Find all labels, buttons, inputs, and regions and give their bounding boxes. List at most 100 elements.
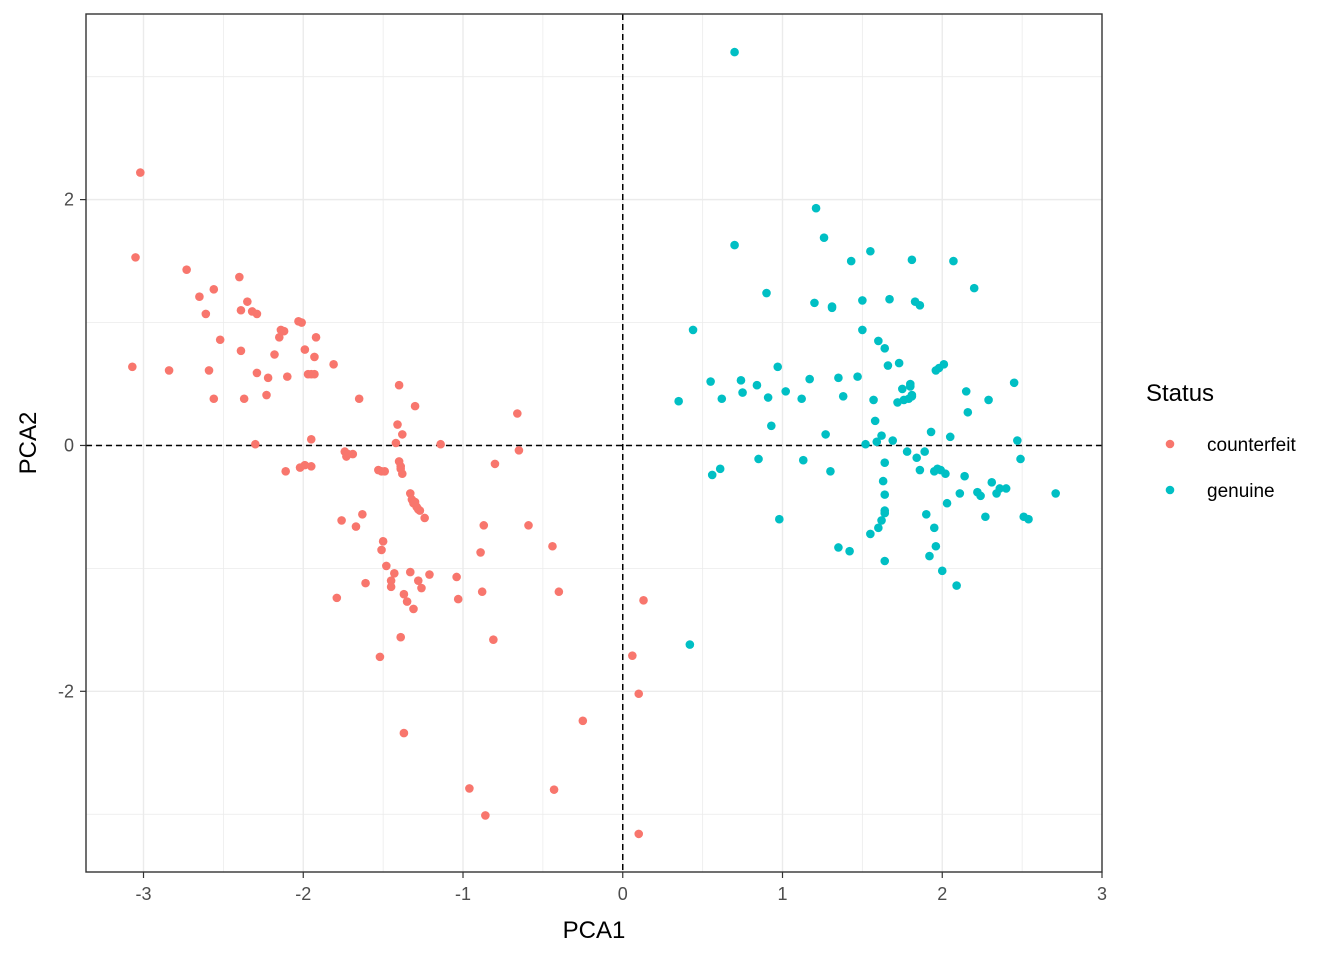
genuine-point [1024, 514, 1033, 524]
counterfeit-point [282, 372, 292, 381]
counterfeit-point [453, 594, 463, 604]
genuine-point [874, 523, 883, 533]
genuine-point [858, 325, 867, 335]
genuine-point [921, 509, 931, 519]
genuine-point [869, 395, 878, 405]
counterfeit-point [481, 811, 490, 820]
counterfeit-point [634, 829, 644, 839]
counterfeit-point [311, 332, 321, 342]
counterfeit-point [410, 401, 420, 411]
genuine-point [1001, 484, 1011, 493]
genuine-point [880, 556, 890, 566]
x-tick-label: -2 [295, 884, 311, 904]
counterfeit-point [236, 346, 246, 356]
legend-label-counterfeit: counterfeit [1207, 435, 1296, 456]
genuine-point [773, 362, 783, 372]
counterfeit-point [405, 567, 415, 577]
genuine-point [798, 455, 808, 465]
legend: Status counterfeit genuine [1146, 380, 1296, 502]
genuine-point [762, 288, 771, 298]
x-tick-label: 1 [777, 884, 787, 904]
counterfeit-point [375, 652, 385, 662]
x-tick-label: 3 [1097, 884, 1107, 904]
counterfeit-point [236, 305, 246, 315]
counterfeit-point [209, 285, 219, 294]
genuine-point [925, 551, 934, 561]
counterfeit-point [628, 651, 637, 660]
genuine-point [885, 294, 894, 304]
genuine-point [880, 506, 890, 515]
genuine-point [960, 471, 969, 481]
genuine-point [752, 380, 762, 390]
counterfeit-point [182, 265, 191, 274]
counterfeit-point [549, 785, 559, 794]
genuine-point [937, 566, 947, 576]
legend-title: Status [1146, 380, 1214, 407]
counterfeit-point [394, 380, 404, 390]
counterfeit-point [263, 373, 273, 383]
genuine-point [912, 453, 921, 463]
counterfeit-point [279, 326, 289, 336]
panel-border [85, 13, 1103, 873]
genuine-point [870, 416, 880, 426]
data-points [128, 47, 1060, 839]
genuine-point [846, 256, 856, 266]
counterfeit-point [398, 430, 407, 439]
x-tick-label: 2 [937, 884, 947, 904]
genuine-point [878, 476, 888, 486]
counterfeit-point [361, 578, 370, 588]
counterfeit-point [415, 506, 425, 515]
genuine-point [853, 372, 862, 381]
counterfeit-point [358, 509, 367, 519]
genuine-point [810, 298, 819, 308]
genuine-point [811, 203, 821, 213]
counterfeit-point [128, 362, 137, 372]
genuine-point [775, 514, 784, 524]
counterfeit-point [251, 439, 260, 449]
genuine-point [942, 498, 952, 508]
genuine-point [858, 296, 867, 305]
counterfeit-point [201, 309, 211, 319]
counterfeit-point [300, 345, 310, 354]
x-tick-label: -1 [455, 884, 471, 904]
counterfeit-point [332, 593, 342, 603]
genuine-point [880, 490, 890, 499]
genuine-point [730, 240, 739, 250]
counterfeit-point [252, 309, 262, 319]
counterfeit-point [195, 292, 204, 302]
counterfeit-point [409, 604, 418, 614]
genuine-point [981, 512, 990, 522]
genuine-point [902, 447, 912, 456]
x-axis-ticks: -3 -2 -1 0 1 2 3 [136, 872, 1107, 904]
counterfeit-point [235, 272, 244, 282]
counterfeit-point [243, 297, 252, 306]
genuine-point [883, 361, 893, 370]
counterfeit-point [136, 168, 145, 177]
counterfeit-point [306, 462, 316, 471]
counterfeit-point [377, 545, 386, 555]
counterfeit-point [306, 435, 316, 444]
counterfeit-point [477, 587, 487, 597]
x-tick-label: -3 [136, 884, 152, 904]
counterfeit-point [398, 469, 407, 479]
counterfeit-point [348, 449, 358, 459]
genuine-point [880, 458, 890, 467]
counterfeit-point [209, 394, 219, 404]
counterfeit-point [465, 784, 474, 793]
genuine-point [949, 256, 958, 266]
genuine-point [926, 427, 936, 437]
genuine-point [819, 233, 829, 243]
genuine-point [706, 377, 715, 386]
counterfeit-point [402, 597, 412, 606]
genuine-point [987, 478, 997, 487]
genuine-point [1051, 489, 1060, 498]
genuine-point [880, 344, 890, 353]
genuine-point [826, 466, 835, 476]
counterfeit-point [329, 360, 338, 369]
counterfeit-point [413, 576, 423, 585]
genuine-point [984, 395, 993, 405]
counterfeit-point [452, 572, 461, 582]
genuine-point [767, 421, 776, 431]
legend-label-genuine: genuine [1207, 481, 1275, 502]
